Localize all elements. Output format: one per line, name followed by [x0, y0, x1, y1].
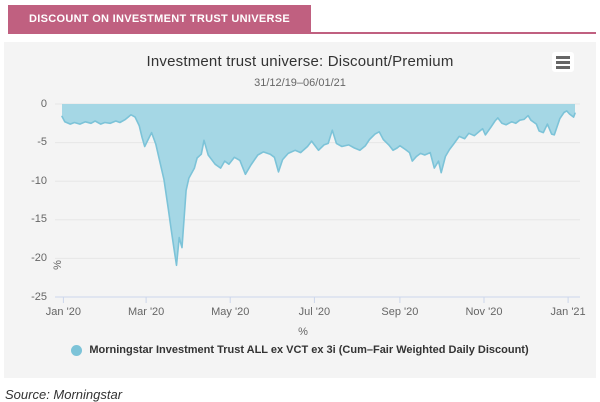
x-axis-label: May '20 [211, 306, 250, 318]
x-axis-label: Jul '20 [298, 306, 331, 318]
x-axis-label: Mar '20 [127, 306, 165, 318]
hamburger-icon [556, 60, 570, 64]
y-axis-title: % [51, 260, 64, 270]
y-axis-label: -15 [31, 213, 47, 226]
section-banner: DISCOUNT ON INVESTMENT TRUST UNIVERSE [8, 5, 312, 32]
x-axis-label: Jan '21 [550, 306, 586, 318]
legend-item[interactable]: Morningstar Investment Trust ALL ex VCT … [4, 344, 596, 356]
y-axis-label: -20 [31, 251, 47, 264]
x-axis-label: Nov '20 [465, 306, 503, 318]
banner-underline [8, 32, 596, 34]
y-axis-label: -5 [37, 136, 47, 149]
chart-subtitle: 31/12/19–06/01/21 [254, 77, 346, 89]
x-axis-title: % [298, 326, 308, 338]
y-axis-label: -25 [31, 290, 47, 303]
legend-label: Morningstar Investment Trust ALL ex VCT … [89, 344, 529, 356]
source-note: Source: Morningstar [5, 387, 123, 402]
chart-title: Investment trust universe: Discount/Prem… [146, 53, 454, 70]
hamburger-icon [556, 55, 570, 59]
series-marker-icon [71, 344, 83, 356]
y-axis-label: -10 [31, 174, 47, 187]
x-axis-label: Jan '20 [45, 306, 81, 318]
export-menu-button[interactable] [552, 52, 574, 72]
x-axis-label: Sep '20 [381, 306, 419, 318]
y-axis-label: 0 [40, 97, 47, 110]
chart-card: Investment trust universe: Discount/Prem… [4, 42, 596, 378]
area-series [55, 103, 580, 303]
plot-area[interactable]: 0 -5 -10 -15 -20 -25 Jan '20 Mar '20 May… [31, 98, 586, 339]
hamburger-icon [556, 65, 570, 69]
